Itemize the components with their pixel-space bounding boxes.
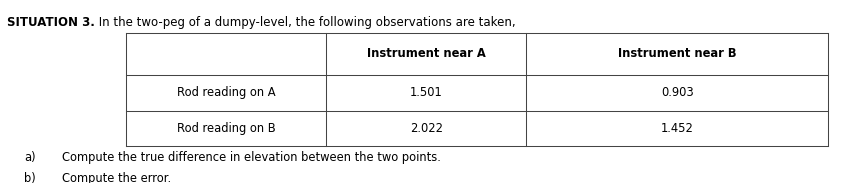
Text: Compute the true difference in elevation between the two points.: Compute the true difference in elevation…	[62, 151, 441, 164]
Text: Instrument near B: Instrument near B	[618, 47, 736, 60]
Text: SITUATION 3.: SITUATION 3.	[7, 16, 95, 29]
Text: Rod reading on A: Rod reading on A	[177, 86, 275, 99]
Text: 1.501: 1.501	[410, 86, 442, 99]
Text: b): b)	[24, 172, 36, 183]
Text: Instrument near A: Instrument near A	[367, 47, 486, 60]
Text: 1.452: 1.452	[661, 122, 694, 135]
Text: 0.903: 0.903	[661, 86, 694, 99]
Text: Rod reading on B: Rod reading on B	[176, 122, 275, 135]
Text: 2.022: 2.022	[410, 122, 443, 135]
Text: a): a)	[24, 151, 36, 164]
Text: In the two-peg of a dumpy-level, the following observations are taken,: In the two-peg of a dumpy-level, the fol…	[95, 16, 515, 29]
Text: Compute the error.: Compute the error.	[62, 172, 171, 183]
